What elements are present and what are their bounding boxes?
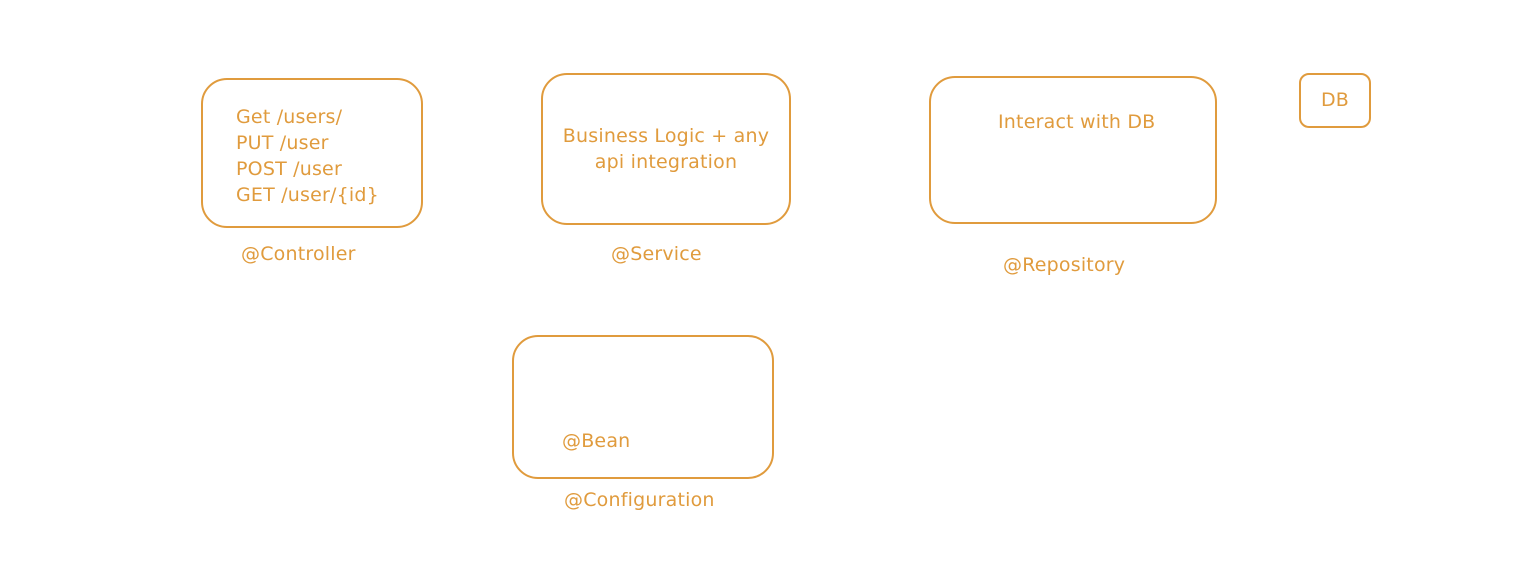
controller-label: @Controller <box>241 243 356 265</box>
controller-box[interactable] <box>201 78 423 228</box>
endpoint-put-user: PUT /user <box>236 132 329 154</box>
db-box[interactable] <box>1299 73 1371 128</box>
repository-description: Interact with DB <box>998 111 1156 133</box>
configuration-box[interactable] <box>512 335 774 479</box>
endpoint-get-user-id: GET /user/{id} <box>236 184 379 206</box>
repository-label: @Repository <box>1003 254 1126 276</box>
db-label: DB <box>1320 89 1350 111</box>
bean-label: @Bean <box>562 430 631 452</box>
endpoint-post-user: POST /user <box>236 158 342 180</box>
service-text-line2: api integration <box>594 151 738 173</box>
service-description: Business Logic + any api integration <box>541 123 791 175</box>
configuration-label: @Configuration <box>564 489 715 511</box>
controller-endpoints: Get /users/ PUT /user POST /user GET /us… <box>236 104 379 208</box>
service-label: @Service <box>611 243 702 265</box>
service-box[interactable] <box>541 73 791 225</box>
service-text-line1: Business Logic + any <box>562 125 770 147</box>
endpoint-get-users: Get /users/ <box>236 106 343 128</box>
repository-box[interactable] <box>929 76 1217 224</box>
